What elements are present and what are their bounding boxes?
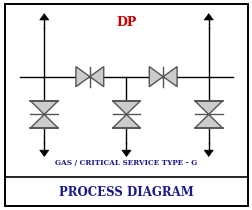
Polygon shape [30, 114, 58, 128]
Polygon shape [76, 67, 89, 87]
Polygon shape [30, 101, 58, 114]
Polygon shape [121, 150, 131, 156]
Polygon shape [163, 67, 176, 87]
Polygon shape [194, 101, 222, 114]
Polygon shape [194, 114, 222, 128]
Polygon shape [40, 14, 49, 20]
Text: DP: DP [116, 16, 136, 29]
Polygon shape [40, 150, 49, 156]
Polygon shape [149, 67, 163, 87]
Polygon shape [112, 101, 140, 114]
Polygon shape [89, 67, 103, 87]
Polygon shape [203, 150, 212, 156]
Text: PROCESS DIAGRAM: PROCESS DIAGRAM [59, 186, 193, 199]
Polygon shape [203, 14, 212, 20]
Text: GAS / CRITICAL SERVICE TYPE - G: GAS / CRITICAL SERVICE TYPE - G [55, 159, 197, 167]
Polygon shape [112, 114, 140, 128]
